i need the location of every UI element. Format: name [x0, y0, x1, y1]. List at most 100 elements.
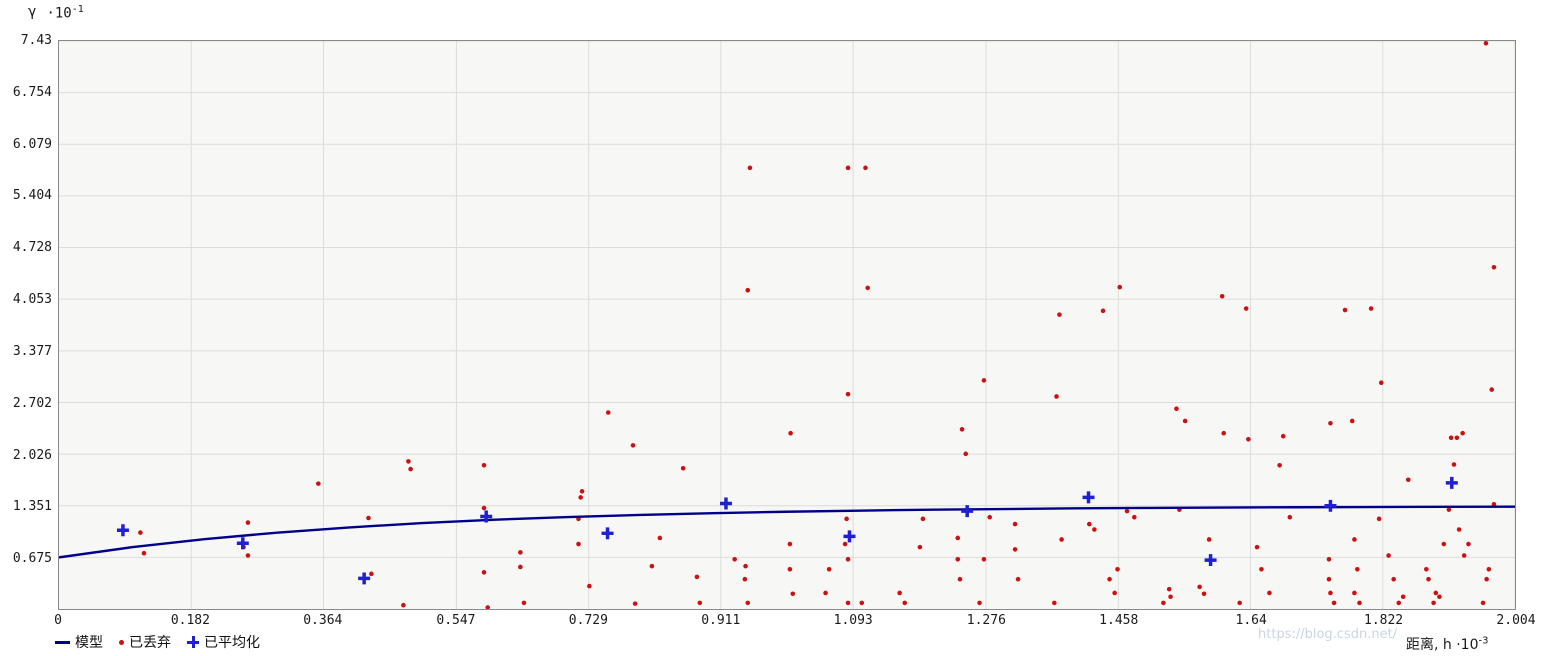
discarded-point	[1267, 590, 1272, 596]
discarded-point	[842, 541, 848, 547]
discarded-point	[745, 287, 751, 293]
legend: 模型 已丢弃 已平均化	[55, 632, 260, 652]
discarded-point	[1012, 547, 1018, 552]
discarded-point	[1433, 590, 1439, 596]
discarded-point	[1486, 566, 1492, 572]
discarded-point	[1448, 435, 1454, 441]
discarded-point	[1243, 306, 1249, 311]
x-tick-label: 0	[54, 613, 62, 628]
discarded-point	[485, 605, 491, 609]
x-tick-label: 0.729	[568, 613, 608, 628]
discarded-point	[141, 550, 147, 556]
discarded-point	[1280, 433, 1286, 439]
discarded-point	[987, 514, 993, 520]
discarded-point	[863, 165, 868, 171]
discarded-point	[576, 541, 581, 547]
discarded-point	[1454, 435, 1460, 441]
discarded-point	[316, 481, 321, 486]
y-axis-symbol: γ	[28, 4, 37, 20]
discarded-point	[1086, 521, 1092, 527]
discarded-point	[1400, 594, 1406, 600]
discarded-point	[245, 520, 251, 525]
watermark: https://blog.csdn.net/	[1258, 627, 1398, 642]
x-tick-label: 1.093	[833, 613, 873, 628]
discarded-point	[845, 165, 851, 171]
legend-label-model: 模型	[75, 635, 103, 651]
discarded-point	[823, 590, 828, 596]
discarded-point	[518, 564, 523, 570]
averaged-point	[236, 537, 249, 550]
discarded-point	[366, 515, 371, 521]
averaged-plus-icon	[187, 636, 199, 648]
discarded-point	[1441, 541, 1447, 547]
discarded-point	[1437, 594, 1442, 600]
discarded-point	[897, 590, 902, 596]
discarded-point	[481, 463, 487, 468]
discarded-point	[245, 553, 251, 558]
discarded-point	[1461, 553, 1467, 558]
discarded-point	[1483, 41, 1489, 46]
discarded-point	[732, 556, 737, 562]
discarded-point	[787, 541, 793, 547]
discarded-point	[401, 602, 406, 608]
discarded-point	[826, 566, 832, 572]
averaged-point	[719, 497, 732, 510]
discarded-point	[1201, 591, 1207, 597]
x-tick-label: 0.547	[436, 613, 476, 628]
model-line	[59, 505, 1515, 559]
discarded-point	[632, 601, 638, 606]
y-tick-label: 6.079	[12, 136, 52, 152]
y-tick-label: 3.377	[12, 343, 52, 359]
averaged-point	[843, 530, 856, 543]
discarded-point	[859, 600, 865, 606]
discarded-point	[917, 544, 923, 550]
discarded-point	[1460, 430, 1465, 436]
x-tick-label: 0.364	[303, 613, 343, 628]
discarded-point	[845, 556, 851, 562]
discarded-point	[1182, 418, 1188, 424]
discarded-point	[1431, 600, 1436, 606]
discarded-point	[1466, 541, 1471, 547]
discarded-point	[138, 530, 143, 535]
discarded-point	[845, 391, 851, 397]
discarded-point	[1328, 590, 1333, 596]
discarded-point	[1115, 566, 1120, 572]
plot-area[interactable]	[58, 40, 1516, 610]
discarded-point	[1166, 586, 1172, 592]
discarded-point	[1132, 514, 1137, 520]
discarded-point	[1277, 463, 1282, 468]
y-tick-label: 6.754	[12, 84, 52, 100]
discarded-point	[955, 556, 961, 562]
discarded-point	[1092, 527, 1097, 532]
averaged-point	[1082, 491, 1095, 504]
y-tick-label: 7.43	[20, 33, 52, 48]
y-tick-label: 1.351	[12, 499, 52, 515]
legend-label-averaged: 已平均化	[204, 635, 260, 651]
discarded-point	[1219, 294, 1225, 299]
averaged-point	[1204, 554, 1217, 567]
discarded-point	[1484, 576, 1489, 582]
y-tick-label: 4.053	[12, 292, 52, 308]
discarded-point	[1012, 521, 1018, 527]
discarded-point	[1489, 387, 1495, 392]
averaged-point	[1324, 499, 1337, 512]
discarded-point	[865, 285, 870, 291]
discarded-point	[578, 495, 583, 500]
discarded-point	[1352, 590, 1357, 596]
discarded-point	[1349, 418, 1355, 424]
discarded-point	[1376, 516, 1382, 522]
averaged-point	[358, 572, 371, 585]
averaged-point	[961, 505, 974, 518]
discarded-point	[680, 466, 686, 471]
y-tick-label: 2.702	[12, 395, 52, 411]
discarded-point	[845, 600, 851, 606]
x-tick-label: 1.458	[1099, 613, 1139, 628]
discarded-point	[408, 466, 413, 472]
x-tick-label: 1.276	[966, 613, 1006, 628]
discarded-point	[1326, 576, 1332, 582]
discarded-point	[1052, 600, 1057, 606]
discarded-point	[963, 451, 969, 457]
discarded-point	[959, 427, 965, 432]
y-tick-label: 2.026	[12, 447, 52, 463]
y-axis-title: γ ·10-1	[28, 4, 84, 22]
